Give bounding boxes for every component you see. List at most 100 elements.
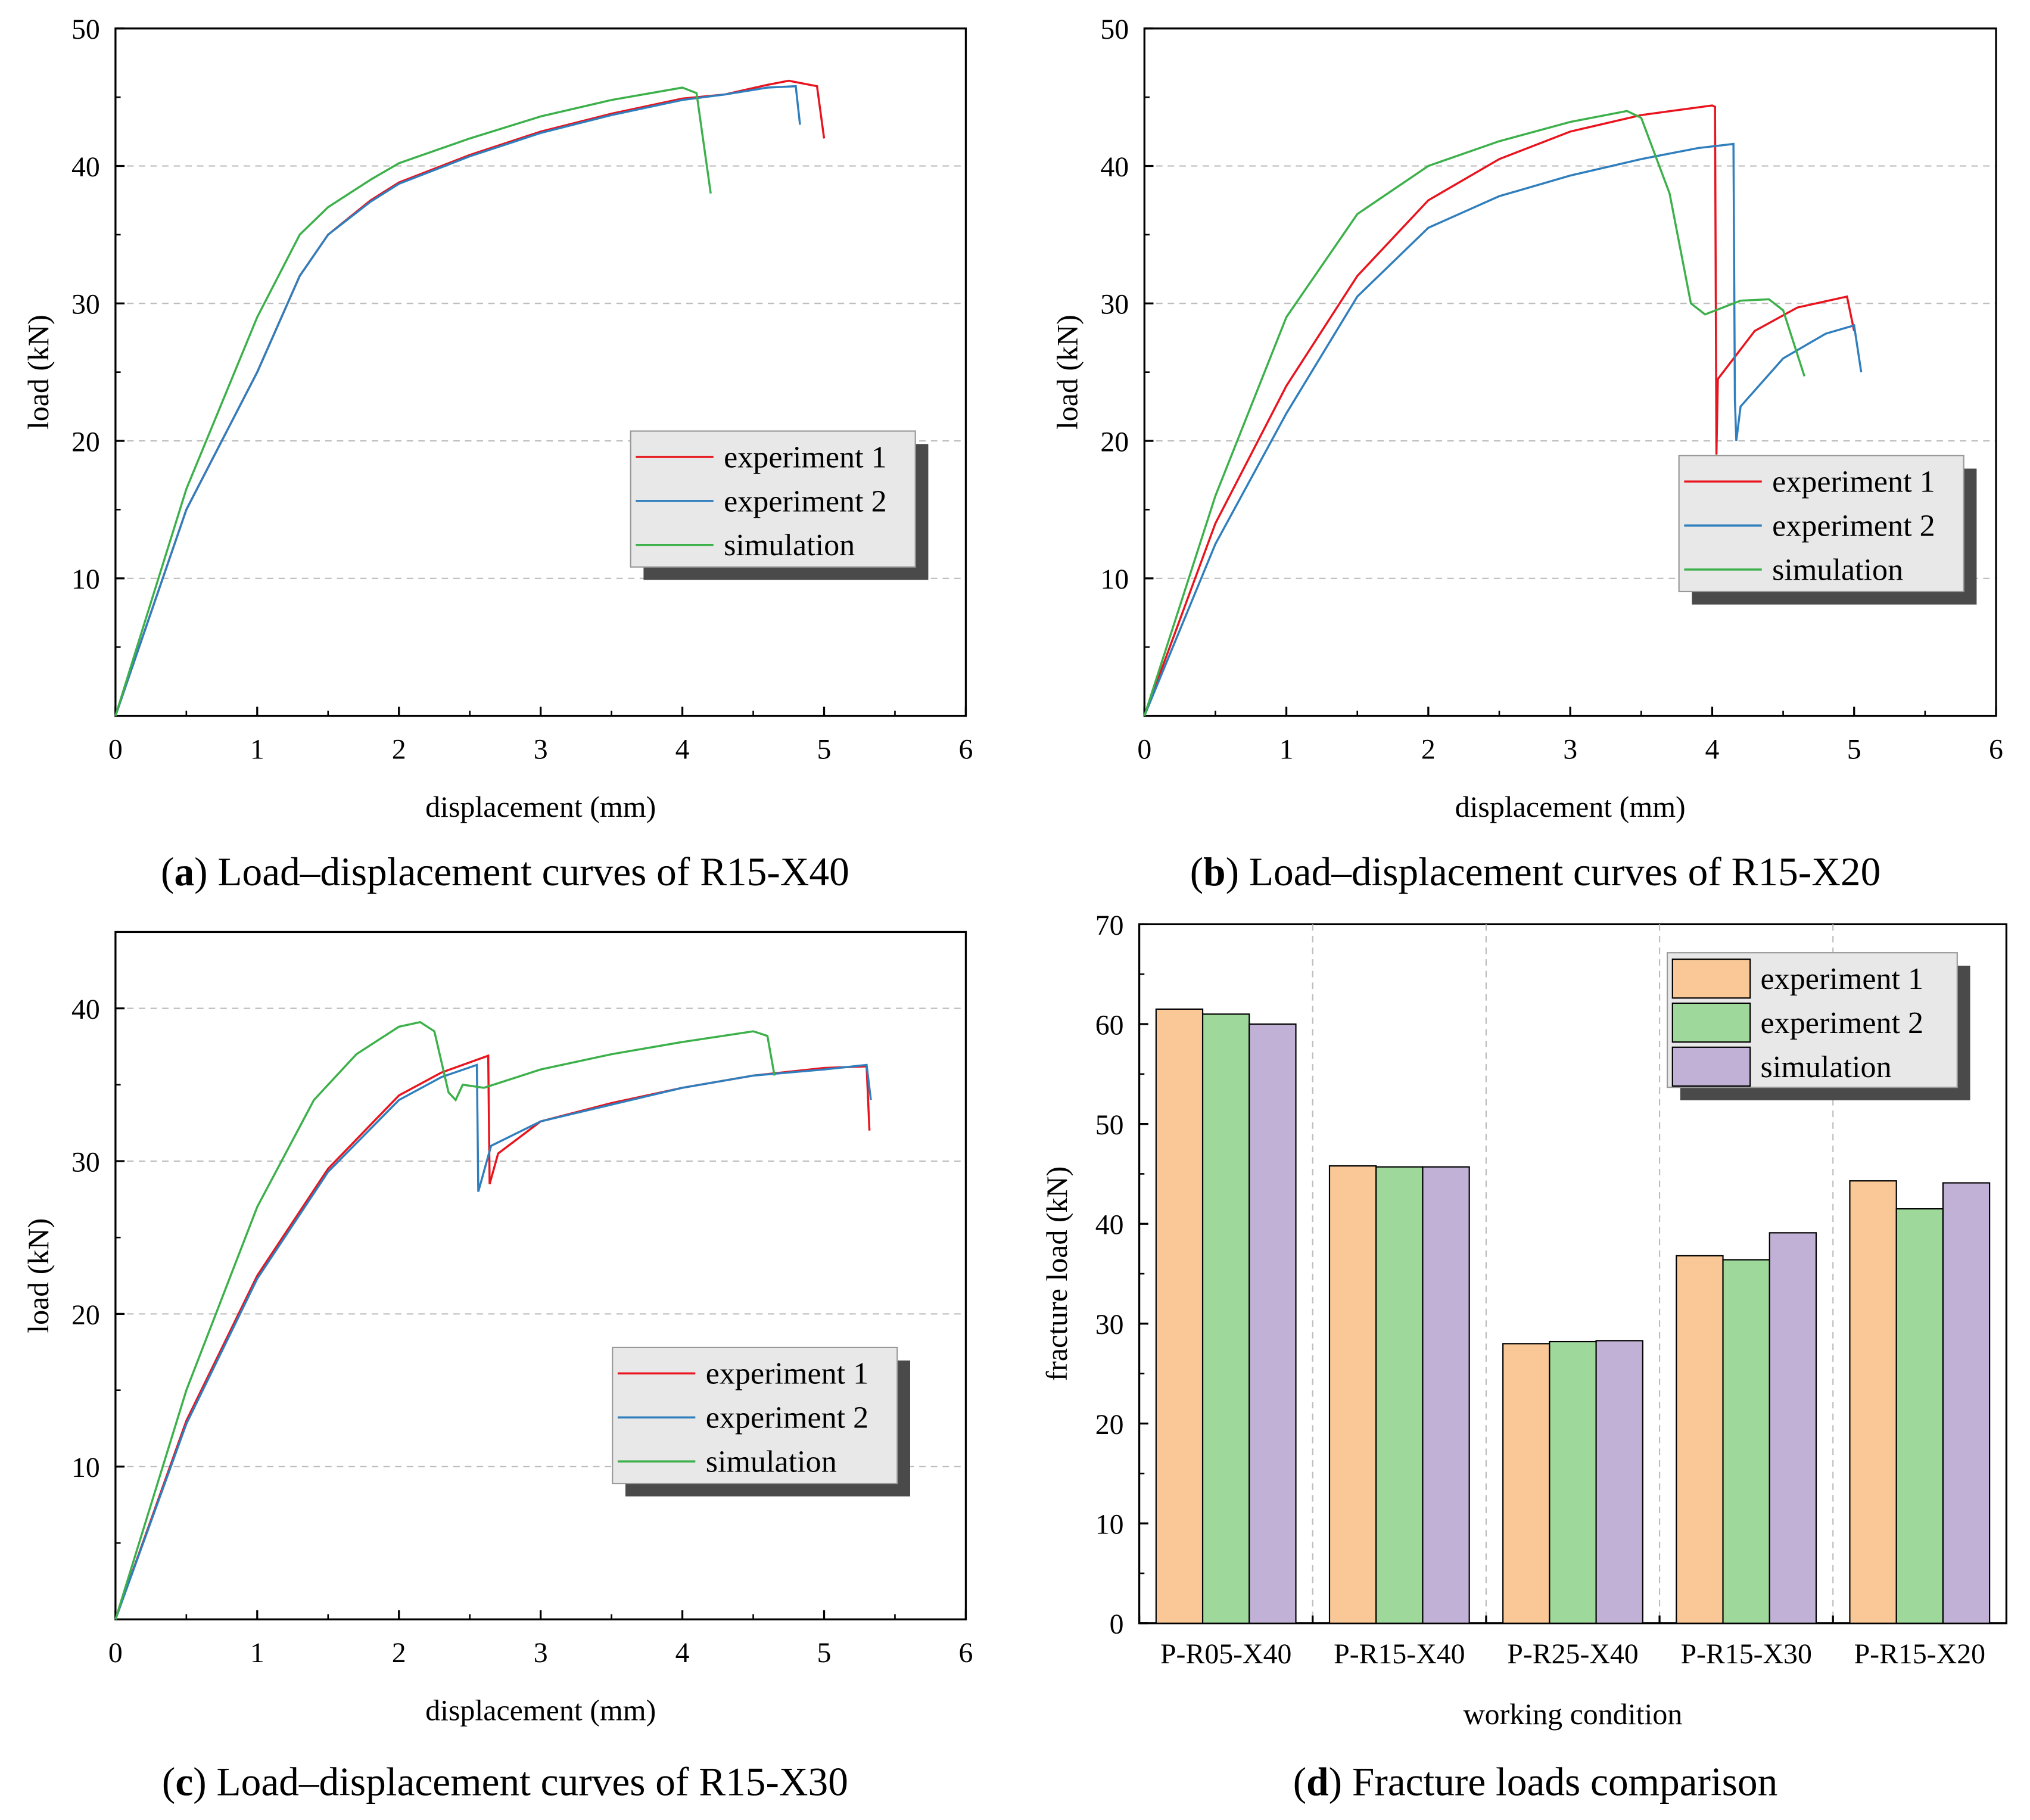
legend-label: simulation [706, 1445, 837, 1479]
series-line-experiment-1 [114, 79, 826, 717]
caption-text: Load–displacement curves of R15-X40 [208, 850, 849, 894]
bar-experiment-2 [1549, 1340, 1597, 1624]
y-tick-label: 40 [71, 151, 100, 183]
legend-label: experiment 1 [1772, 465, 1935, 499]
y-tick-label: 20 [71, 426, 100, 458]
y-tick-label: 30 [1095, 1309, 1124, 1340]
legend-swatch [1671, 958, 1751, 999]
y-tick-label: 50 [1095, 1109, 1124, 1141]
y-tick-label: 10 [71, 1452, 100, 1483]
caption: (d) Fracture loads comparison [1293, 1760, 1778, 1805]
x-tick-label: P-R15-X20 [1854, 1638, 1985, 1670]
bar-experiment-2 [1201, 1013, 1250, 1624]
y-tick-label: 40 [1095, 1209, 1124, 1241]
series-line-simulation [114, 86, 712, 717]
x-tick-label: P-R15-X40 [1334, 1638, 1465, 1670]
y-tick-label: 10 [1100, 564, 1129, 595]
bar-experiment-2 [1722, 1259, 1770, 1624]
x-tick-label: 0 [108, 1637, 123, 1669]
caption-letter: c [175, 1760, 193, 1805]
x-tick-label: 3 [1563, 733, 1577, 765]
bar-experiment-1 [1502, 1343, 1550, 1624]
x-tick-label: P-R05-X40 [1160, 1638, 1291, 1670]
caption: (c) Load–displacement curves of R15-X30 [162, 1760, 848, 1805]
legend-label: simulation [724, 528, 855, 562]
caption-letter: a [174, 850, 194, 894]
caption-letter: b [1203, 850, 1225, 894]
caption: (a) Load–displacement curves of R15-X40 [161, 850, 849, 894]
x-tick-label: 0 [108, 733, 123, 765]
panel-b: 10 20 30 40 50 0 1 2 3 4 5 6 displacement (mm) load (… [1050, 14, 2003, 894]
bar-simulation [1248, 1023, 1297, 1624]
caption-letter: d [1306, 1760, 1328, 1805]
panel-a: 10 20 30 40 50 0 1 2 3 4 5 6 displacement (mm) load (… [21, 14, 973, 894]
caption-text: Load–displacement curves of R15-X30 [207, 1760, 848, 1805]
bar-simulation [1422, 1166, 1470, 1624]
y-axis-label: fracture load (kN) [1040, 1166, 1073, 1382]
x-tick-label: 1 [250, 733, 264, 765]
series-line-experiment-2 [114, 1063, 872, 1620]
legend-swatch [1671, 1002, 1751, 1043]
y-tick-label: 40 [71, 994, 100, 1025]
bar-experiment-2 [1375, 1166, 1424, 1624]
y-axis-label: load (kN) [1050, 315, 1084, 430]
x-tick-label: 4 [675, 733, 690, 765]
series-line-simulation [114, 1021, 776, 1620]
bar-experiment-2 [1895, 1208, 1944, 1624]
x-tick-label: 5 [817, 1637, 832, 1669]
legend-label: experiment 1 [724, 440, 887, 474]
x-axis-label: displacement (mm) [425, 1694, 656, 1727]
panel-c: 10 20 30 40 0 1 2 3 4 5 6 displacement (mm) load (kN… [21, 931, 973, 1805]
x-tick-label: 1 [1279, 733, 1294, 765]
y-tick-label: 10 [1095, 1508, 1124, 1540]
x-tick-label: 6 [958, 1637, 973, 1669]
caption: (b) Load–displacement curves of R15-X20 [1190, 850, 1881, 894]
x-tick-label: 0 [1137, 733, 1151, 765]
panel-d: 0 10 20 30 40 50 60 70 P-R05-X40 P-R15-X40 P-R25-X… [1040, 910, 2008, 1805]
legend-label: experiment 2 [706, 1401, 869, 1435]
x-tick-label: 5 [817, 733, 832, 765]
bar-experiment-1 [1155, 1008, 1204, 1624]
x-tick-label: 4 [675, 1637, 690, 1669]
y-tick-label: 50 [71, 14, 100, 45]
y-tick-label: 70 [1095, 910, 1124, 941]
y-tick-label: 50 [1100, 14, 1129, 45]
bar-simulation [1942, 1182, 1991, 1624]
legend-swatch [1671, 1046, 1751, 1087]
legend-label: simulation [1761, 1050, 1892, 1084]
y-tick-label: 40 [1100, 151, 1129, 183]
x-axis-label: working condition [1464, 1697, 1683, 1731]
x-tick-label: P-R25-X40 [1507, 1638, 1638, 1670]
legend-label: experiment 1 [1761, 962, 1924, 996]
x-tick-label: 4 [1705, 733, 1719, 765]
y-axis-label: load (kN) [21, 1218, 55, 1333]
bar-experiment-1 [1328, 1165, 1377, 1624]
caption-text: Fracture loads comparison [1342, 1760, 1777, 1805]
legend-label: experiment 2 [1772, 509, 1935, 543]
y-axis-label: load (kN) [21, 315, 55, 430]
bar-experiment-1 [1849, 1180, 1897, 1624]
x-tick-label: 2 [1421, 733, 1436, 765]
y-tick-label: 20 [1095, 1409, 1124, 1441]
y-tick-label: 20 [1100, 426, 1129, 458]
x-tick-label: 5 [1847, 733, 1861, 765]
x-tick-label: 2 [392, 733, 406, 765]
y-tick-label: 60 [1095, 1009, 1124, 1041]
x-tick-label: 3 [534, 1637, 548, 1669]
series-line-experiment-2 [114, 85, 801, 717]
series-line-experiment-1 [1143, 104, 1855, 717]
bar-experiment-1 [1676, 1255, 1724, 1624]
plot-frame [114, 931, 967, 1620]
y-tick-label: 10 [71, 564, 100, 595]
bar-simulation [1595, 1340, 1643, 1624]
caption-text: Load–displacement curves of R15-X20 [1239, 850, 1880, 894]
y-tick-label: 0 [1110, 1609, 1124, 1640]
legend-label: experiment 2 [1761, 1006, 1924, 1040]
x-tick-label: 6 [1989, 733, 2003, 765]
y-tick-label: 30 [71, 289, 100, 321]
series-line-simulation [1143, 110, 1805, 717]
series-line-experiment-2 [1143, 142, 1863, 717]
legend-label: experiment 1 [706, 1357, 869, 1391]
legend-label: simulation [1772, 553, 1903, 587]
